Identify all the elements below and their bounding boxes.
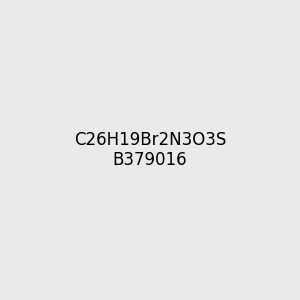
- Text: C26H19Br2N3O3S
B379016: C26H19Br2N3O3S B379016: [74, 130, 226, 170]
